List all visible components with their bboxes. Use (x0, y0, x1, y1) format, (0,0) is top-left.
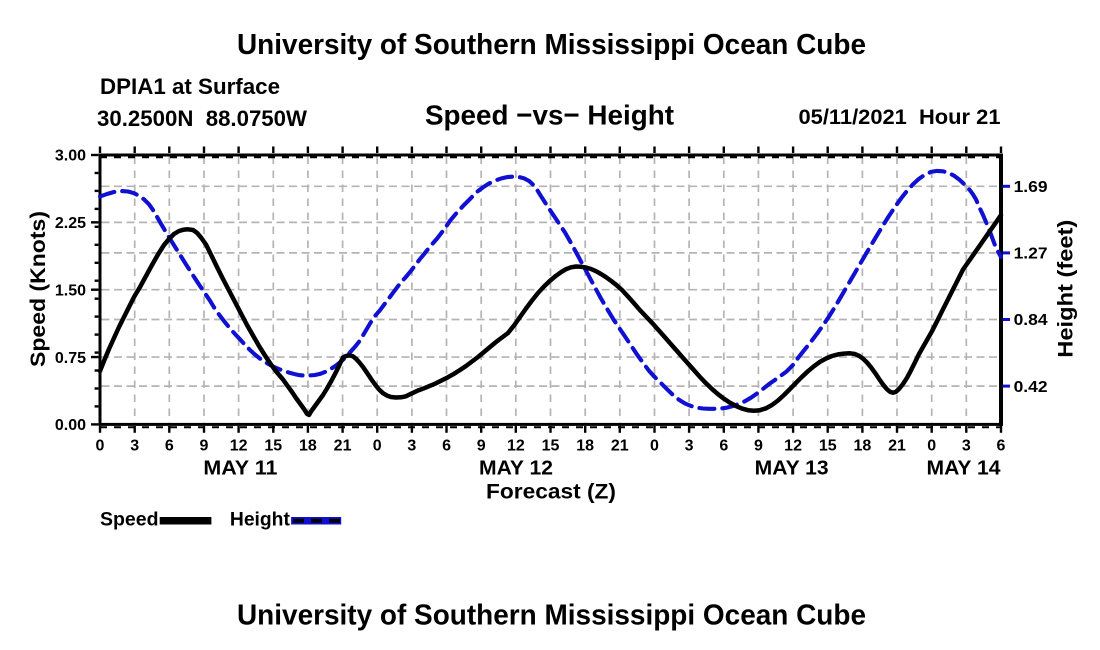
svg-text:6: 6 (442, 437, 451, 454)
svg-text:DPIA1 at Surface: DPIA1 at Surface (100, 74, 280, 99)
svg-text:6: 6 (719, 437, 728, 454)
svg-text:MAY 14: MAY 14 (927, 458, 1002, 480)
svg-text:Height (feet): Height (feet) (1054, 220, 1078, 358)
svg-text:9: 9 (200, 437, 209, 454)
svg-text:3: 3 (962, 437, 971, 454)
svg-text:Speed: Speed (100, 510, 159, 531)
svg-text:MAY 11: MAY 11 (203, 458, 277, 480)
svg-text:0.84: 0.84 (1014, 312, 1048, 329)
svg-text:3: 3 (407, 437, 416, 454)
svg-text:30.2500N 88.0750W: 30.2500N 88.0750W (97, 106, 308, 131)
svg-text:MAY 13: MAY 13 (755, 458, 829, 480)
svg-text:3.00: 3.00 (55, 148, 86, 165)
svg-text:18: 18 (853, 437, 871, 454)
svg-text:3: 3 (130, 437, 139, 454)
svg-text:Forecast (Z): Forecast (Z) (486, 480, 616, 504)
svg-text:6: 6 (997, 437, 1006, 454)
svg-text:1.27: 1.27 (1014, 246, 1048, 263)
svg-text:University of Southern Mississ: University of Southern Mississippi Ocean… (237, 29, 866, 61)
svg-text:0.00: 0.00 (55, 417, 86, 434)
svg-text:1.50: 1.50 (55, 282, 86, 299)
svg-text:0: 0 (927, 437, 936, 454)
svg-text:0.75: 0.75 (55, 350, 86, 367)
svg-text:21: 21 (611, 437, 629, 454)
svg-text:0.42: 0.42 (1014, 379, 1048, 396)
svg-text:18: 18 (299, 437, 317, 454)
svg-text:6: 6 (165, 437, 174, 454)
svg-text:MAY 12: MAY 12 (479, 458, 553, 480)
svg-text:12: 12 (784, 437, 802, 454)
svg-text:05/11/2021 Hour 21: 05/11/2021 Hour 21 (799, 105, 1001, 129)
svg-text:12: 12 (507, 437, 525, 454)
svg-text:Speed −vs− Height: Speed −vs− Height (425, 100, 674, 131)
svg-text:15: 15 (542, 437, 560, 454)
svg-text:0: 0 (96, 437, 105, 454)
svg-text:9: 9 (754, 437, 763, 454)
svg-text:2.25: 2.25 (55, 215, 86, 232)
svg-text:21: 21 (888, 437, 906, 454)
svg-text:Speed (Knots): Speed (Knots) (26, 211, 50, 367)
svg-text:15: 15 (264, 437, 282, 454)
svg-text:18: 18 (576, 437, 594, 454)
svg-text:1.69: 1.69 (1014, 179, 1048, 196)
svg-text:15: 15 (819, 437, 837, 454)
svg-text:9: 9 (477, 437, 486, 454)
svg-text:0: 0 (650, 437, 659, 454)
svg-text:3: 3 (685, 437, 694, 454)
svg-text:Height: Height (230, 510, 291, 531)
svg-text:21: 21 (334, 437, 352, 454)
svg-text:University of Southern Mississ: University of Southern Mississippi Ocean… (237, 600, 866, 632)
svg-text:0: 0 (373, 437, 382, 454)
svg-text:12: 12 (230, 437, 248, 454)
